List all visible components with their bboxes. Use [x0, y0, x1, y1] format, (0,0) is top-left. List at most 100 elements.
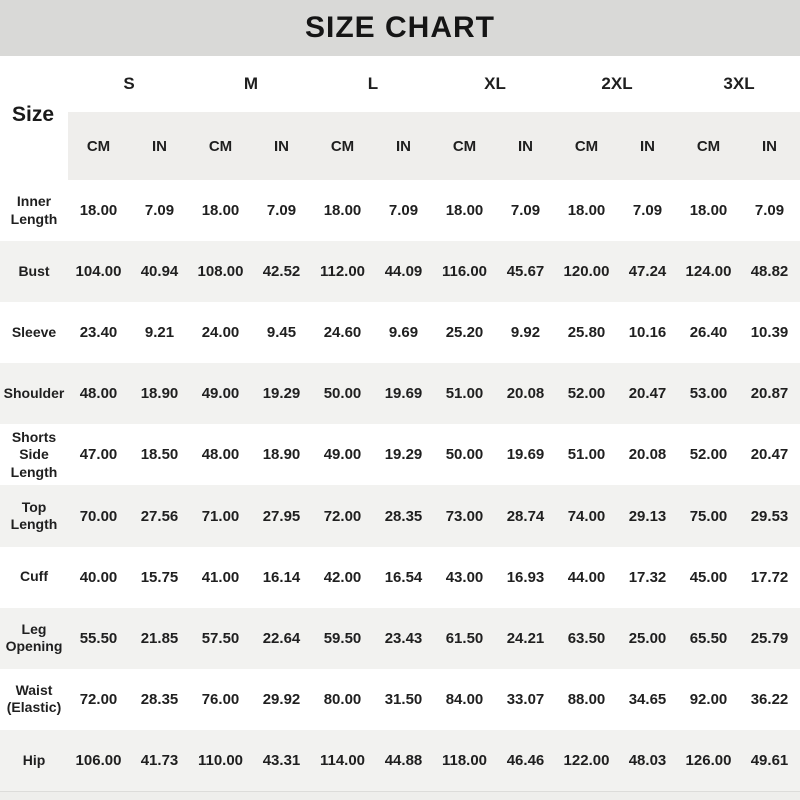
value-cell: 16.54: [384, 568, 423, 586]
value-cell: 72.00: [79, 690, 118, 708]
value-cell: 49.00: [323, 446, 362, 464]
value-cell: 114.00: [319, 751, 366, 769]
value-cell: 24.60: [323, 324, 362, 342]
value-cell: 18.50: [140, 446, 179, 464]
value-cell: 28.35: [140, 690, 179, 708]
value-cell: 53.00: [689, 385, 728, 403]
row-label: Waist (Elastic): [6, 681, 62, 716]
value-cell: 46.46: [506, 751, 545, 769]
value-cell: 43.31: [262, 751, 301, 769]
unit-header: CM: [452, 137, 477, 155]
value-cell: 18.90: [140, 385, 179, 403]
size-column-header: M: [243, 74, 259, 93]
value-cell: 9.92: [510, 324, 541, 342]
value-cell: 76.00: [201, 690, 240, 708]
value-cell: 26.40: [689, 324, 728, 342]
value-cell: 108.00: [197, 263, 244, 281]
value-cell: 36.22: [750, 690, 789, 708]
value-cell: 55.50: [79, 629, 118, 647]
value-cell: 24.00: [201, 324, 240, 342]
value-cell: 10.16: [628, 324, 667, 342]
value-cell: 57.50: [201, 629, 240, 647]
row-label: Leg Opening: [5, 620, 63, 655]
value-cell: 120.00: [563, 263, 610, 281]
value-cell: 20.08: [628, 446, 667, 464]
value-cell: 104.00: [75, 263, 122, 281]
unit-header: CM: [574, 137, 599, 155]
value-cell: 126.00: [685, 751, 732, 769]
unit-header: IN: [274, 137, 289, 155]
row-label: Bust: [18, 262, 50, 279]
value-cell: 61.50: [445, 629, 484, 647]
value-cell: 49.61: [750, 751, 789, 769]
size-corner-label: Size: [12, 103, 55, 126]
table-row: Shorts Side Length 47.00 18.50 48.00 18.90 49…: [0, 424, 800, 486]
size-column-header: S: [123, 74, 135, 93]
value-cell: 116.00: [441, 263, 488, 281]
value-cell: 74.00: [567, 507, 606, 525]
size-column-header: XL: [484, 74, 506, 93]
value-cell: 18.00: [79, 202, 118, 220]
value-cell: 25.79: [750, 629, 789, 647]
value-cell: 16.14: [262, 568, 301, 586]
value-cell: 9.21: [144, 324, 175, 342]
value-cell: 42.52: [262, 263, 301, 281]
value-cell: 7.09: [144, 202, 175, 220]
value-cell: 47.00: [79, 446, 118, 464]
value-cell: 18.90: [262, 446, 301, 464]
value-cell: 75.00: [689, 507, 728, 525]
unit-header: CM: [696, 137, 721, 155]
row-label: Shorts Side Length: [10, 428, 58, 480]
value-cell: 50.00: [323, 385, 362, 403]
unit-header: IN: [518, 137, 533, 155]
value-cell: 23.43: [384, 629, 423, 647]
value-cell: 50.00: [445, 446, 484, 464]
row-label: Shoulder: [3, 385, 65, 402]
value-cell: 19.29: [384, 446, 423, 464]
value-cell: 7.09: [510, 202, 541, 220]
value-cell: 20.87: [750, 385, 789, 403]
value-cell: 34.65: [628, 690, 667, 708]
unit-header: IN: [762, 137, 777, 155]
value-cell: 16.93: [506, 568, 545, 586]
row-label: Inner Length: [10, 193, 58, 227]
unit-header: CM: [86, 137, 111, 155]
table-row: Bust 104.00 40.94 108.00 42.52 112.00 44.09 116…: [0, 241, 800, 303]
value-cell: 19.29: [262, 385, 301, 403]
value-cell: 124.00: [685, 263, 732, 281]
value-cell: 18.00: [323, 202, 362, 220]
value-cell: 51.00: [567, 446, 606, 464]
table-row: Cuff 40.00 15.75 41.00 16.14 42.00 16.54 43.00 1…: [0, 546, 800, 608]
value-cell: 29.53: [750, 507, 789, 525]
value-cell: 59.50: [323, 629, 362, 647]
value-cell: 41.00: [201, 568, 240, 586]
value-cell: 23.40: [79, 324, 118, 342]
value-cell: 70.00: [79, 507, 118, 525]
value-cell: 18.00: [689, 202, 728, 220]
table-header: Size S M L XL 2XL 3XL CM IN CM IN CM IN CM IN CM IN CM I…: [0, 56, 800, 180]
value-cell: 18.00: [201, 202, 240, 220]
row-label: Sleeve: [11, 323, 57, 340]
unit-header-row: CM IN CM IN CM IN CM IN CM IN CM IN: [68, 112, 800, 180]
table-row: Waist (Elastic) 72.00 28.35 76.00 29.92 80.00…: [0, 668, 800, 730]
value-cell: 63.50: [567, 629, 606, 647]
value-cell: 25.00: [628, 629, 667, 647]
unit-header: IN: [396, 137, 411, 155]
value-cell: 19.69: [384, 385, 423, 403]
value-cell: 9.69: [388, 324, 419, 342]
value-cell: 21.85: [140, 629, 179, 647]
value-cell: 43.00: [445, 568, 484, 586]
value-cell: 27.56: [140, 507, 179, 525]
value-cell: 92.00: [689, 690, 728, 708]
value-cell: 7.09: [388, 202, 419, 220]
row-label: Cuff: [20, 568, 48, 585]
value-cell: 47.24: [628, 263, 667, 281]
value-cell: 28.74: [506, 507, 545, 525]
value-cell: 40.00: [79, 568, 118, 586]
value-cell: 18.00: [445, 202, 484, 220]
size-column-header: 3XL: [723, 74, 755, 93]
value-cell: 7.09: [754, 202, 785, 220]
table-row: Leg Opening 55.50 21.85 57.50 22.64 59.50 23.4…: [0, 607, 800, 669]
value-cell: 44.00: [567, 568, 606, 586]
value-cell: 20.47: [628, 385, 667, 403]
